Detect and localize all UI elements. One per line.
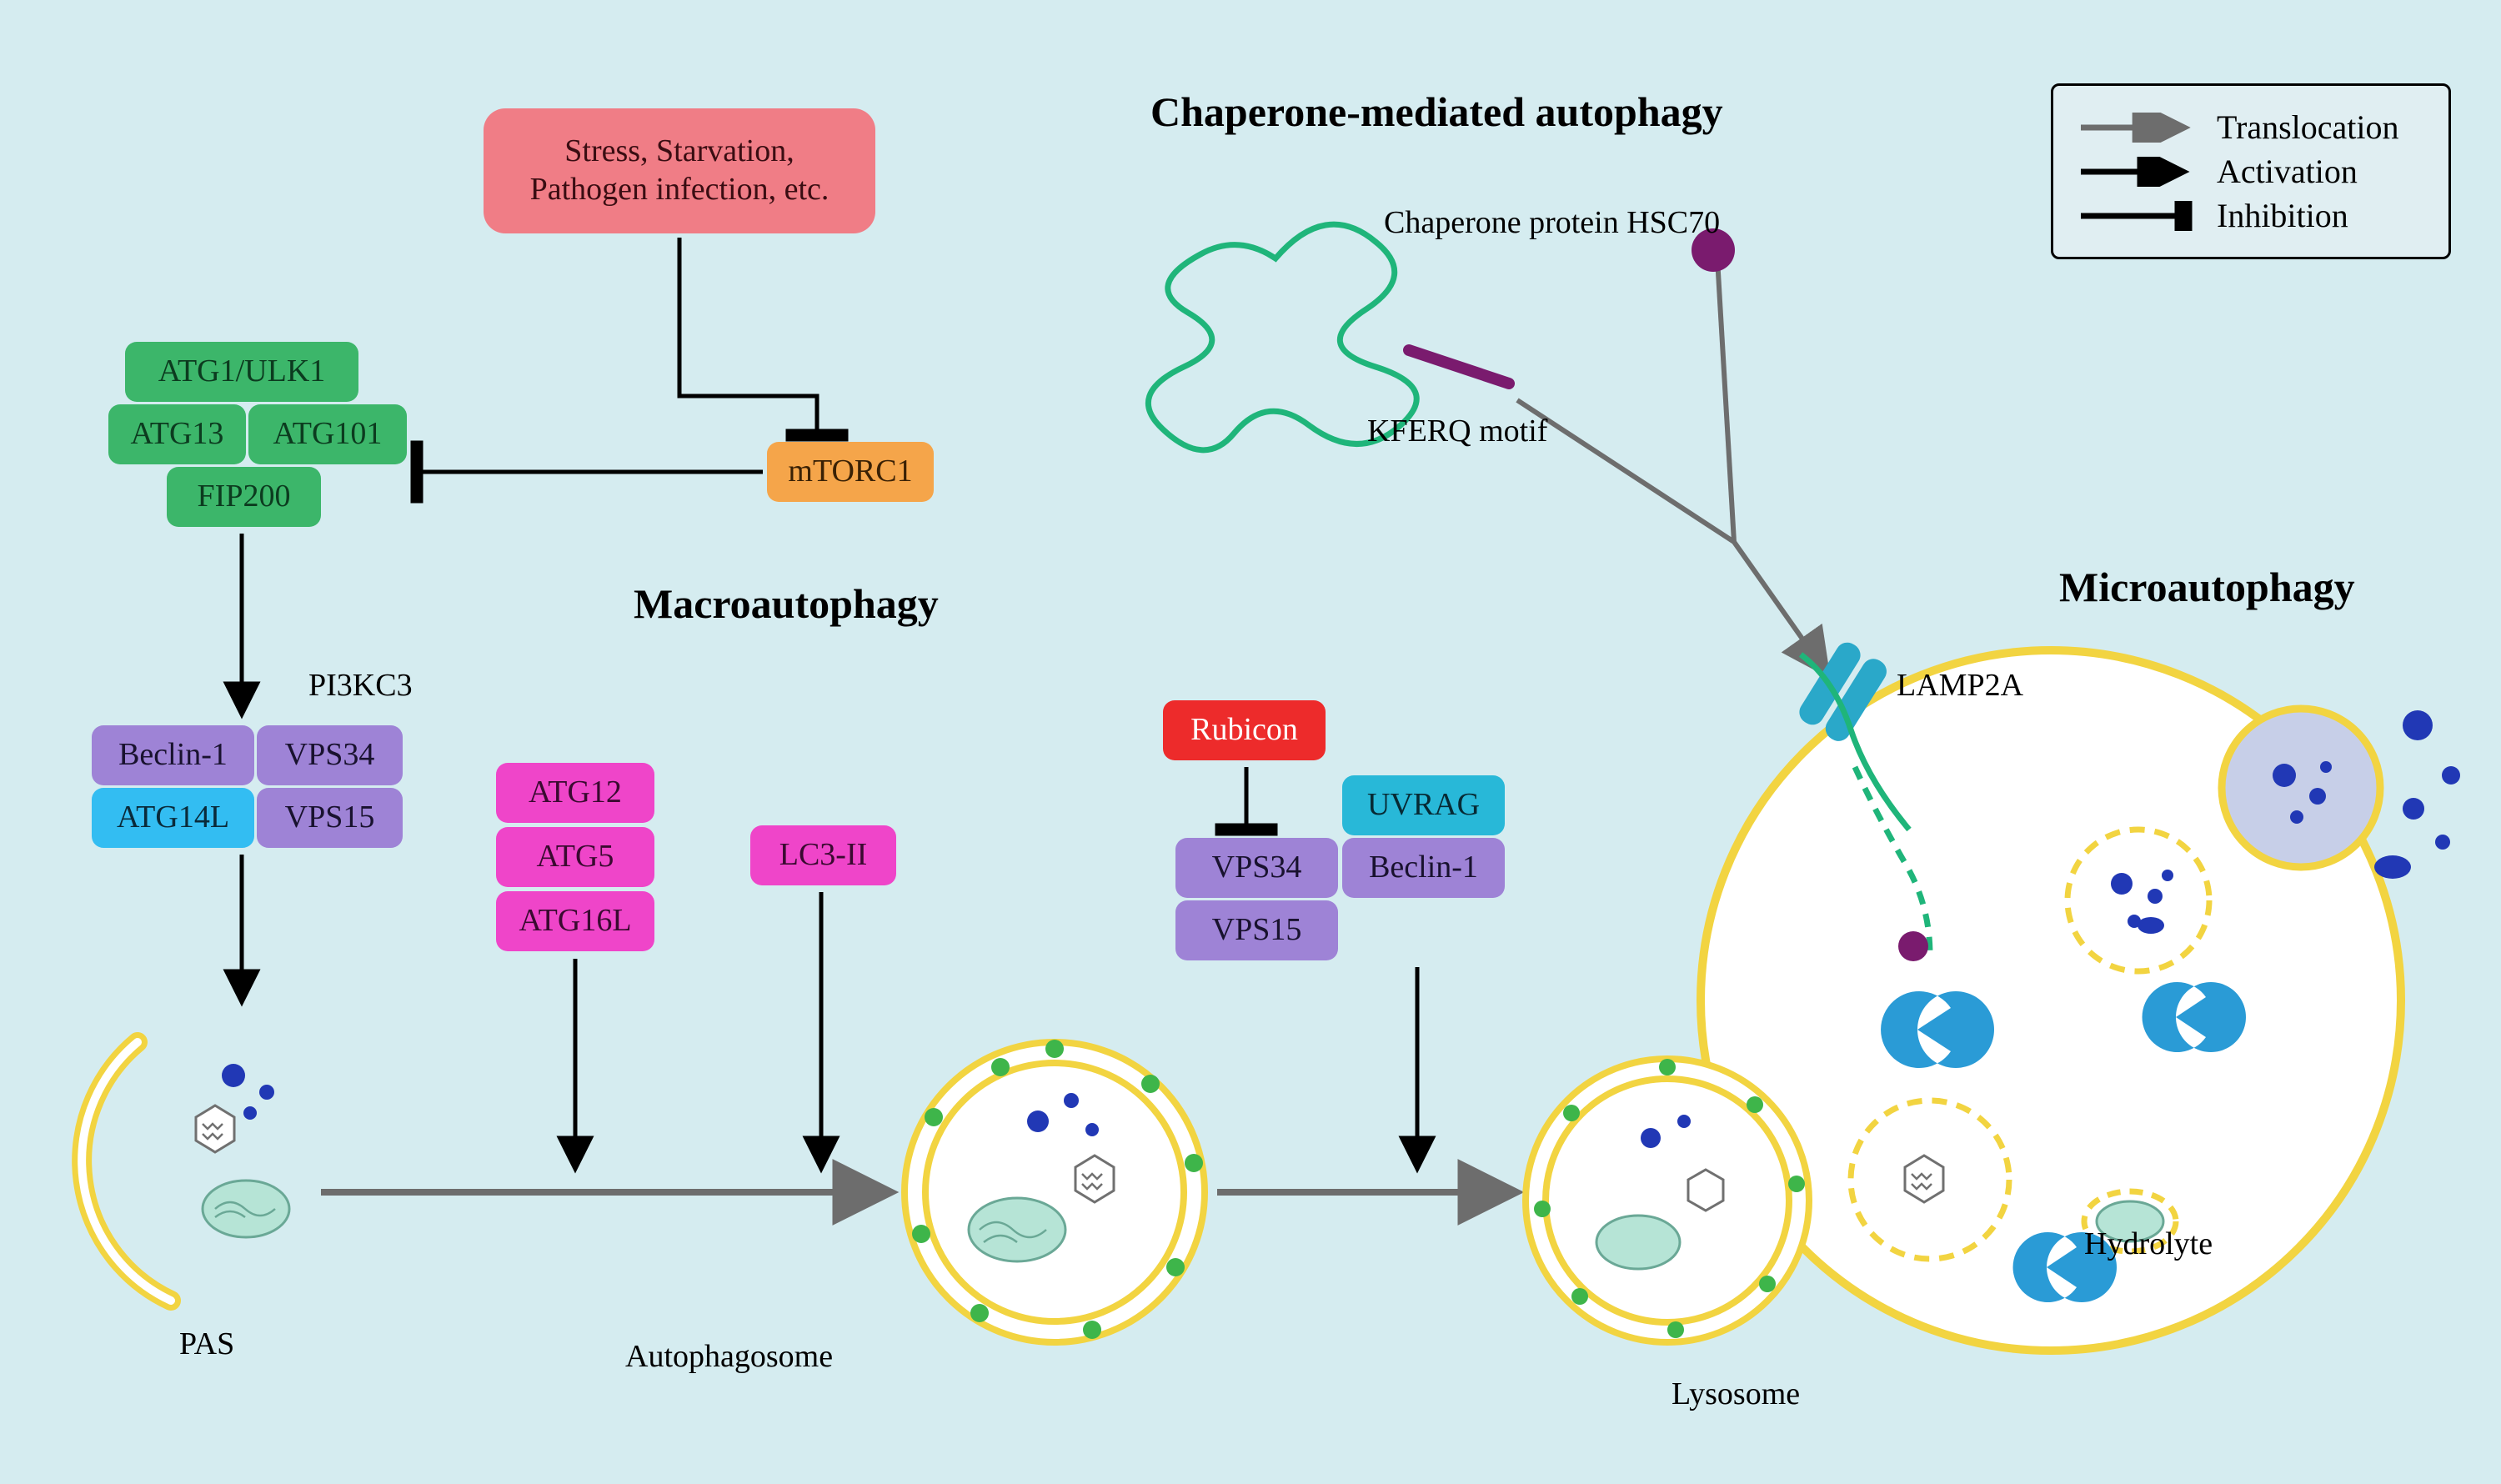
node-vps34b: VPS34 bbox=[1175, 838, 1338, 898]
node-lc3ii: LC3-II bbox=[750, 825, 896, 885]
label-autophagosome: Autophagosome bbox=[625, 1338, 833, 1375]
node-atg1: ATG1/ULK1 bbox=[125, 342, 358, 402]
autophagosome-shape bbox=[905, 1040, 1205, 1342]
label-pas: PAS bbox=[179, 1326, 234, 1362]
node-atg13: ATG13 bbox=[108, 404, 246, 464]
arrow-cma_to_lys bbox=[1517, 400, 1826, 672]
legend-activation: Activation bbox=[2077, 152, 2425, 191]
node-atg5: ATG5 bbox=[496, 827, 654, 887]
label-lamp2a: LAMP2A bbox=[1897, 667, 2023, 704]
node-uvrag: UVRAG bbox=[1342, 775, 1505, 835]
node-vps34: VPS34 bbox=[257, 725, 403, 785]
lysosome-big bbox=[1701, 638, 2460, 1351]
node-rubicon: Rubicon bbox=[1163, 700, 1326, 760]
legend: Translocation Activation Inhibition bbox=[2051, 83, 2451, 259]
node-atg101: ATG101 bbox=[248, 404, 407, 464]
label-hydrolyte: Hydrolyte bbox=[2084, 1226, 2213, 1262]
legend-translocation: Translocation bbox=[2077, 108, 2425, 147]
label-kferq: KFERQ motif bbox=[1367, 413, 1547, 449]
node-beclin1b: Beclin-1 bbox=[1342, 838, 1505, 898]
node-atg12: ATG12 bbox=[496, 763, 654, 823]
node-atg16l: ATG16L bbox=[496, 891, 654, 951]
title-cma: Chaperone-mediated autophagy bbox=[1150, 88, 1723, 136]
pas-shape bbox=[82, 1042, 289, 1301]
node-mtorc1: mTORC1 bbox=[767, 442, 934, 502]
node-atg14l: ATG14L bbox=[92, 788, 254, 848]
legend-inhibition: Inhibition bbox=[2077, 196, 2425, 235]
node-vps15: VPS15 bbox=[257, 788, 403, 848]
title-macroautophagy: Macroautophagy bbox=[634, 579, 939, 628]
legend-activation-label: Activation bbox=[2217, 152, 2358, 191]
label-hsc70: Chaperone protein HSC70 bbox=[1384, 204, 1720, 241]
legend-translocation-label: Translocation bbox=[2217, 108, 2399, 147]
node-vps15b: VPS15 bbox=[1175, 900, 1338, 960]
lysosome-small bbox=[1526, 1059, 1809, 1342]
legend-inhibition-label: Inhibition bbox=[2217, 196, 2348, 235]
label-lysosome: Lysosome bbox=[1672, 1376, 1800, 1412]
arrow-stress_to_mtorc1 bbox=[679, 238, 817, 435]
title-microautophagy: Microautophagy bbox=[2059, 563, 2355, 611]
node-stress: Stress, Starvation, Pathogen infection, … bbox=[484, 108, 875, 233]
label-pi3kc3: PI3KC3 bbox=[308, 667, 413, 704]
node-fip200: FIP200 bbox=[167, 467, 321, 527]
node-beclin1: Beclin-1 bbox=[92, 725, 254, 785]
